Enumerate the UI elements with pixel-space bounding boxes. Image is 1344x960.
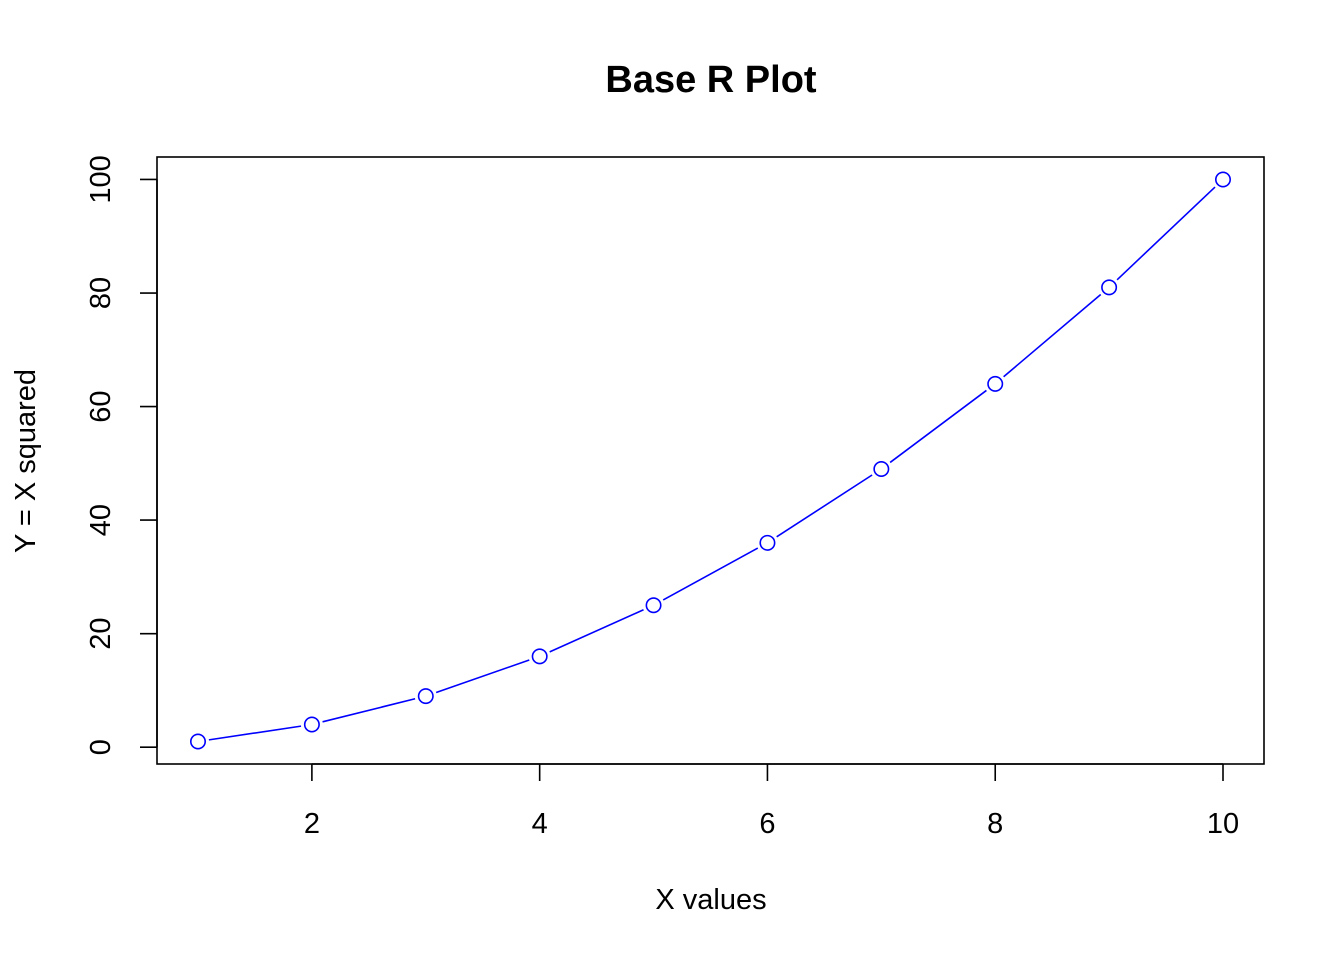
- series-line-segment: [889, 389, 987, 464]
- series-line-segment: [435, 659, 530, 694]
- x-tick-label: 10: [1207, 808, 1239, 840]
- x-axis: 2 4 6 8 10: [304, 763, 1239, 840]
- series-layer: [190, 171, 1232, 750]
- y-tick-label: 100: [85, 155, 117, 203]
- y-tick-label: 60: [85, 390, 117, 422]
- chart-title: Base R Plot: [605, 59, 817, 101]
- series-line-segment: [662, 547, 759, 601]
- series-line-segment: [1003, 293, 1102, 378]
- x-tick-label: 4: [532, 808, 548, 840]
- series-line-segment: [322, 697, 416, 723]
- series-line-segment: [776, 474, 873, 538]
- x-tick-label: 6: [759, 808, 775, 840]
- data-point: [190, 733, 207, 750]
- series-line-segment: [208, 725, 302, 741]
- x-tick-label: 8: [987, 808, 1003, 840]
- y-axis-label: Y = X squared: [10, 369, 42, 553]
- data-point: [417, 688, 434, 705]
- data-point: [873, 461, 890, 478]
- data-point: [531, 648, 548, 665]
- y-tick-label: 80: [85, 277, 117, 309]
- y-axis: 0 20 40 60 80 100: [85, 155, 158, 755]
- x-axis-label: X values: [655, 884, 766, 916]
- x-tick-label: 2: [304, 808, 320, 840]
- data-point: [1215, 171, 1232, 188]
- series-line-segment: [549, 609, 644, 653]
- y-tick-label: 20: [85, 618, 117, 650]
- data-point: [1101, 279, 1118, 296]
- y-tick-label: 40: [85, 504, 117, 536]
- data-point: [759, 534, 776, 551]
- data-point: [645, 597, 662, 614]
- data-point: [987, 375, 1004, 392]
- y-tick-label: 0: [85, 739, 117, 755]
- data-point: [303, 716, 320, 733]
- series-line-segment: [1116, 186, 1216, 281]
